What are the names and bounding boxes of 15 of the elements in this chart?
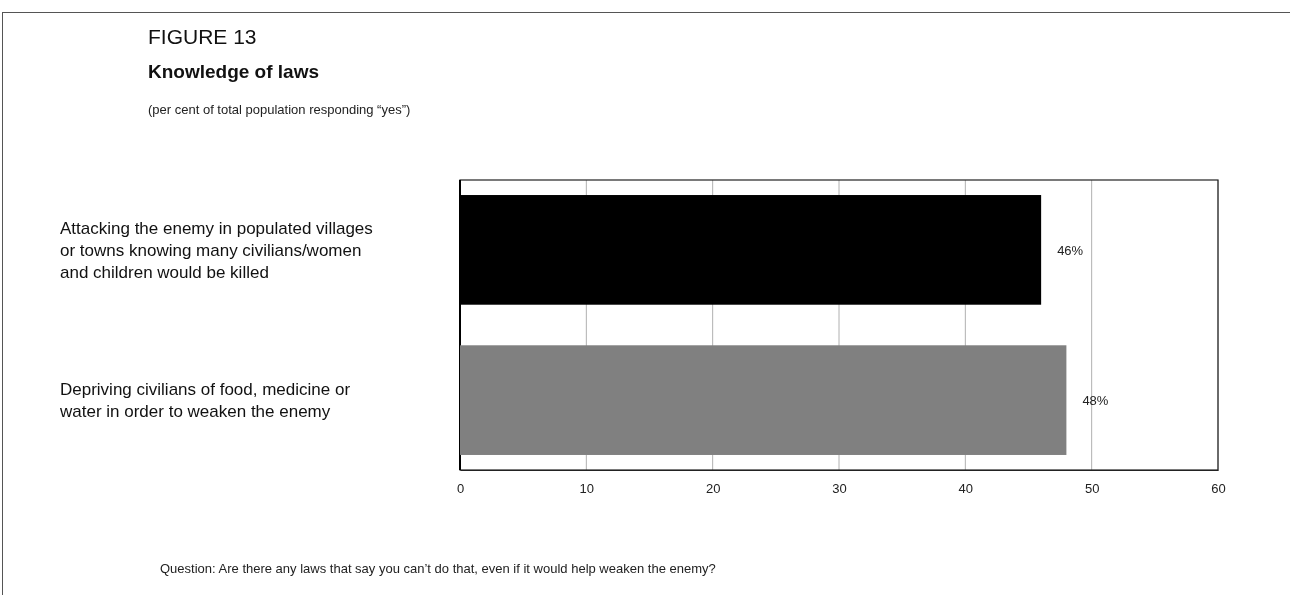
text: Question: Are there any laws that say you can’t do that, even if it would help weaken the enemy? — [160, 561, 716, 576]
data-label: 48% — [1082, 393, 1109, 409]
x-tick-label: 40 — [958, 481, 974, 497]
x-tick-label: 10 — [579, 481, 595, 497]
x-tick-label: 20 — [705, 481, 721, 497]
caption: FIGURE 13 — [148, 25, 257, 48]
data-label: 46% — [1057, 242, 1084, 258]
x-tick-label: 0 — [456, 481, 465, 497]
x-tick-label: 50 — [1084, 481, 1100, 497]
x-tick-label: 30 — [832, 481, 847, 497]
text: Knowledge of laws — [148, 61, 320, 82]
y-tick-label: Depriving civilians of food, medicine or water in order to weaken the enemy — [59, 380, 351, 422]
y-tick-label: Attacking the enemy in populated villages or towns knowing many civilians/women and children would be killed — [60, 218, 373, 282]
x-tick-label: 60 — [1211, 481, 1226, 497]
text: (per cent of total population responding “yes”) — [148, 102, 411, 117]
